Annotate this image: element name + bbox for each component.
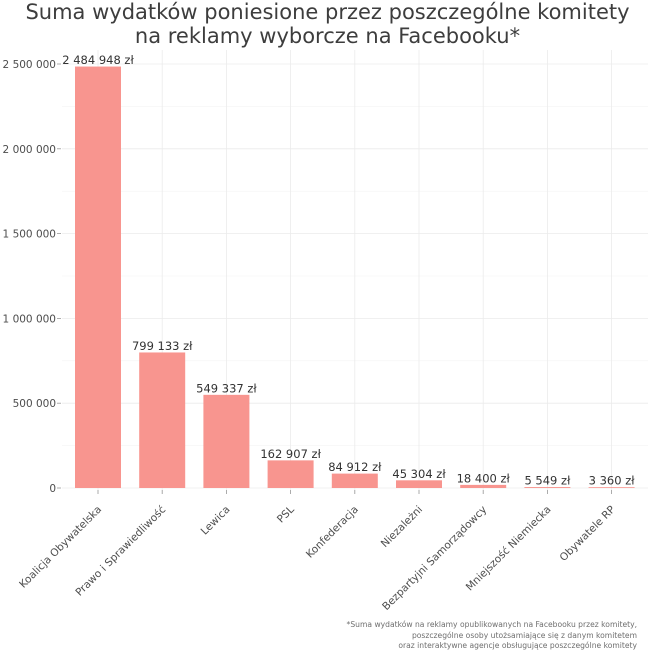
footnote-line-1: *Suma wydatków na reklamy opublikowanych… (346, 620, 637, 629)
x-tick-label: Lewica (199, 504, 233, 538)
bar (139, 352, 186, 488)
bar (331, 473, 378, 488)
x-tick-label: Obywatele RP (558, 504, 618, 564)
data-label: 3 360 zł (589, 474, 636, 488)
x-tick-label: Niezależni (379, 504, 425, 550)
data-label: 84 912 zł (328, 460, 382, 474)
bar (588, 487, 635, 488)
y-tick-label: 2 500 000 (3, 59, 56, 71)
bar (460, 484, 507, 488)
data-label: 18 400 zł (457, 471, 511, 485)
chart-title-line-2: na reklamy wyborcze na Facebooku* (134, 24, 521, 48)
footnote: *Suma wydatków na reklamy opublikowanych… (347, 620, 637, 652)
chart-title-line-1: Suma wydatków poniesione przez poszczegó… (25, 0, 630, 24)
x-tick-label: PSL (275, 504, 297, 526)
y-tick-label: 0 (49, 483, 56, 495)
data-label: 2 484 948 zł (62, 53, 134, 67)
footnote-line-3: oraz interaktywne agencje obsługujące po… (398, 641, 637, 650)
bars (75, 66, 635, 488)
footnote-line-2: poszczególne osoby utożsamiające się z d… (411, 630, 637, 640)
data-label: 5 549 zł (524, 474, 571, 488)
x-tick-label: Bezpartyjni Samorządowcy (380, 504, 489, 613)
y-tick-label: 1 500 000 (3, 229, 56, 241)
data-label: 45 304 zł (392, 467, 446, 481)
bar (203, 394, 250, 488)
bar (75, 66, 121, 488)
y-tick-label: 500 000 (13, 398, 56, 410)
bar (396, 480, 442, 488)
y-tick-label: 1 000 000 (3, 313, 56, 325)
bar (524, 487, 571, 488)
data-label: 549 337 zł (196, 381, 257, 395)
data-label: 162 907 zł (260, 447, 321, 461)
y-tick-label: 2 000 000 (3, 144, 56, 156)
bar (267, 460, 314, 488)
x-tick-label: Konfederacja (304, 504, 361, 561)
chart-title: Suma wydatków poniesione przez poszczegó… (0, 0, 655, 48)
data-labels: 2 484 948 zł 799 133 zł 549 337 zł 162 907 … (62, 53, 635, 488)
data-label: 799 133 zł (132, 339, 193, 353)
y-axis-ticks: 0 500 000 1 000 000 1 500 000 2 000 000 2 500… (3, 59, 61, 495)
